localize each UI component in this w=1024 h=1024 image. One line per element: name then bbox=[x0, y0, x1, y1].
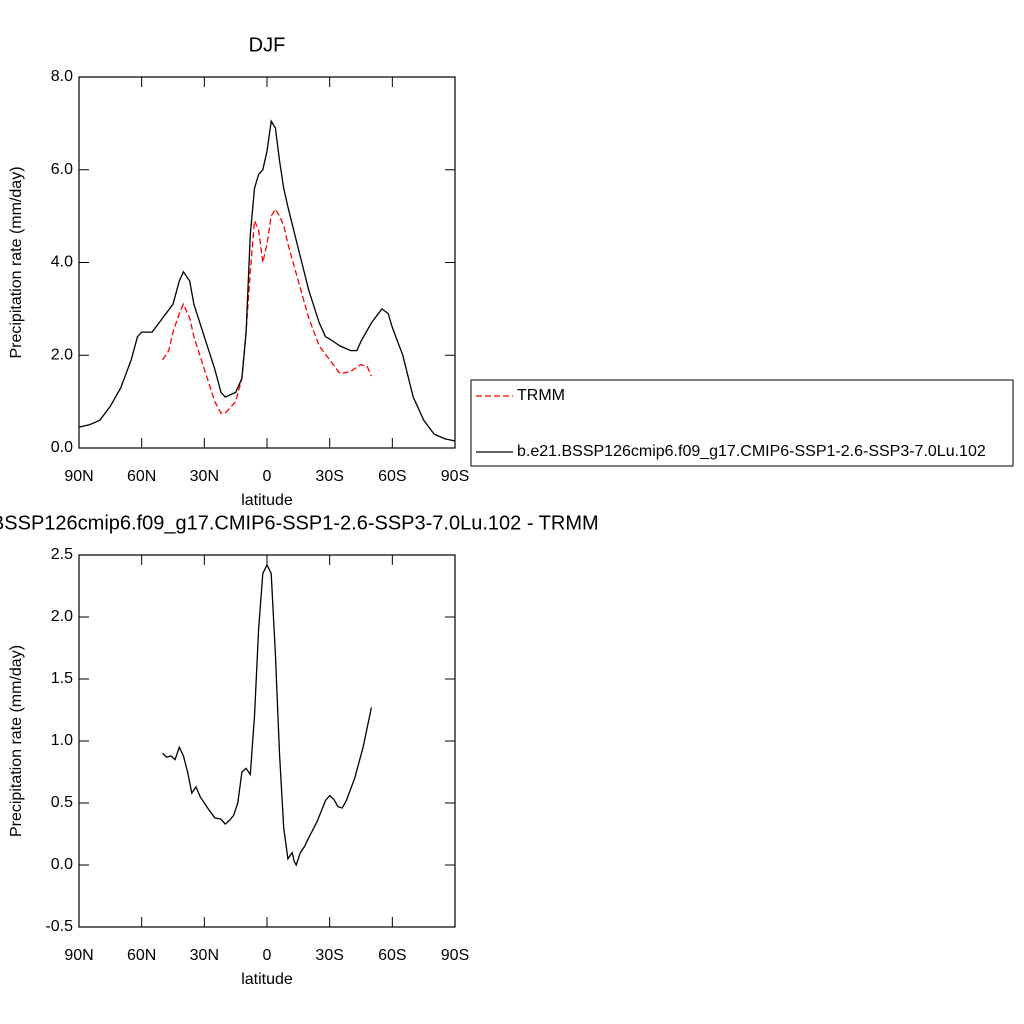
data-line bbox=[162, 563, 373, 867]
legend-box bbox=[470, 379, 1014, 467]
x-tick-label: 0 bbox=[263, 468, 272, 485]
x-tick-label: 0 bbox=[263, 947, 272, 964]
x-tick-label: 90S bbox=[441, 947, 469, 964]
x-tick-label: 60N bbox=[127, 947, 156, 964]
x-tick-label: 30N bbox=[190, 947, 219, 964]
y-tick-label: 2.5 bbox=[51, 546, 73, 563]
legend-label: TRMM bbox=[517, 387, 565, 404]
x-axis-label: latitude bbox=[241, 971, 293, 988]
y-tick-label: 0.0 bbox=[51, 439, 73, 456]
legend-label: b.e21.BSSP126cmip6.f09_g17.CMIP6-SSP1-2.… bbox=[517, 443, 986, 460]
x-tick-label: 30S bbox=[315, 947, 343, 964]
y-tick-label: 2.0 bbox=[51, 608, 73, 625]
x-tick-label: 90N bbox=[64, 947, 93, 964]
chart-title: b.e21.BSSP126cmip6.f09_g17.CMIP6-SSP1-2.… bbox=[0, 512, 599, 534]
y-tick-label: 0.5 bbox=[51, 794, 73, 811]
data-line bbox=[162, 207, 372, 414]
x-tick-label: 60S bbox=[378, 947, 406, 964]
y-tick-label: 6.0 bbox=[51, 161, 73, 178]
y-tick-label: 1.5 bbox=[51, 670, 73, 687]
y-tick-label: 8.0 bbox=[51, 68, 73, 85]
x-tick-label: 30S bbox=[315, 468, 343, 485]
x-tick-label: 30N bbox=[190, 468, 219, 485]
x-tick-label: 90S bbox=[441, 468, 469, 485]
y-tick-label: 1.0 bbox=[51, 732, 73, 749]
y-tick-label: 4.0 bbox=[51, 254, 73, 271]
chart-title: DJF bbox=[249, 34, 286, 56]
y-tick-label: 0.0 bbox=[51, 856, 73, 873]
y-axis-label: Precipitation rate (mm/day) bbox=[8, 166, 25, 358]
y-axis-label: Precipitation rate (mm/day) bbox=[8, 645, 25, 837]
y-tick-label: 2.0 bbox=[51, 346, 73, 363]
x-tick-label: 60S bbox=[378, 468, 406, 485]
x-tick-label: 60N bbox=[127, 468, 156, 485]
x-tick-label: 90N bbox=[64, 468, 93, 485]
plot-frame bbox=[78, 554, 456, 928]
x-axis-label: latitude bbox=[241, 492, 293, 509]
data-line bbox=[78, 119, 456, 442]
y-tick-label: -0.5 bbox=[45, 918, 73, 935]
plot-frame bbox=[78, 76, 456, 449]
